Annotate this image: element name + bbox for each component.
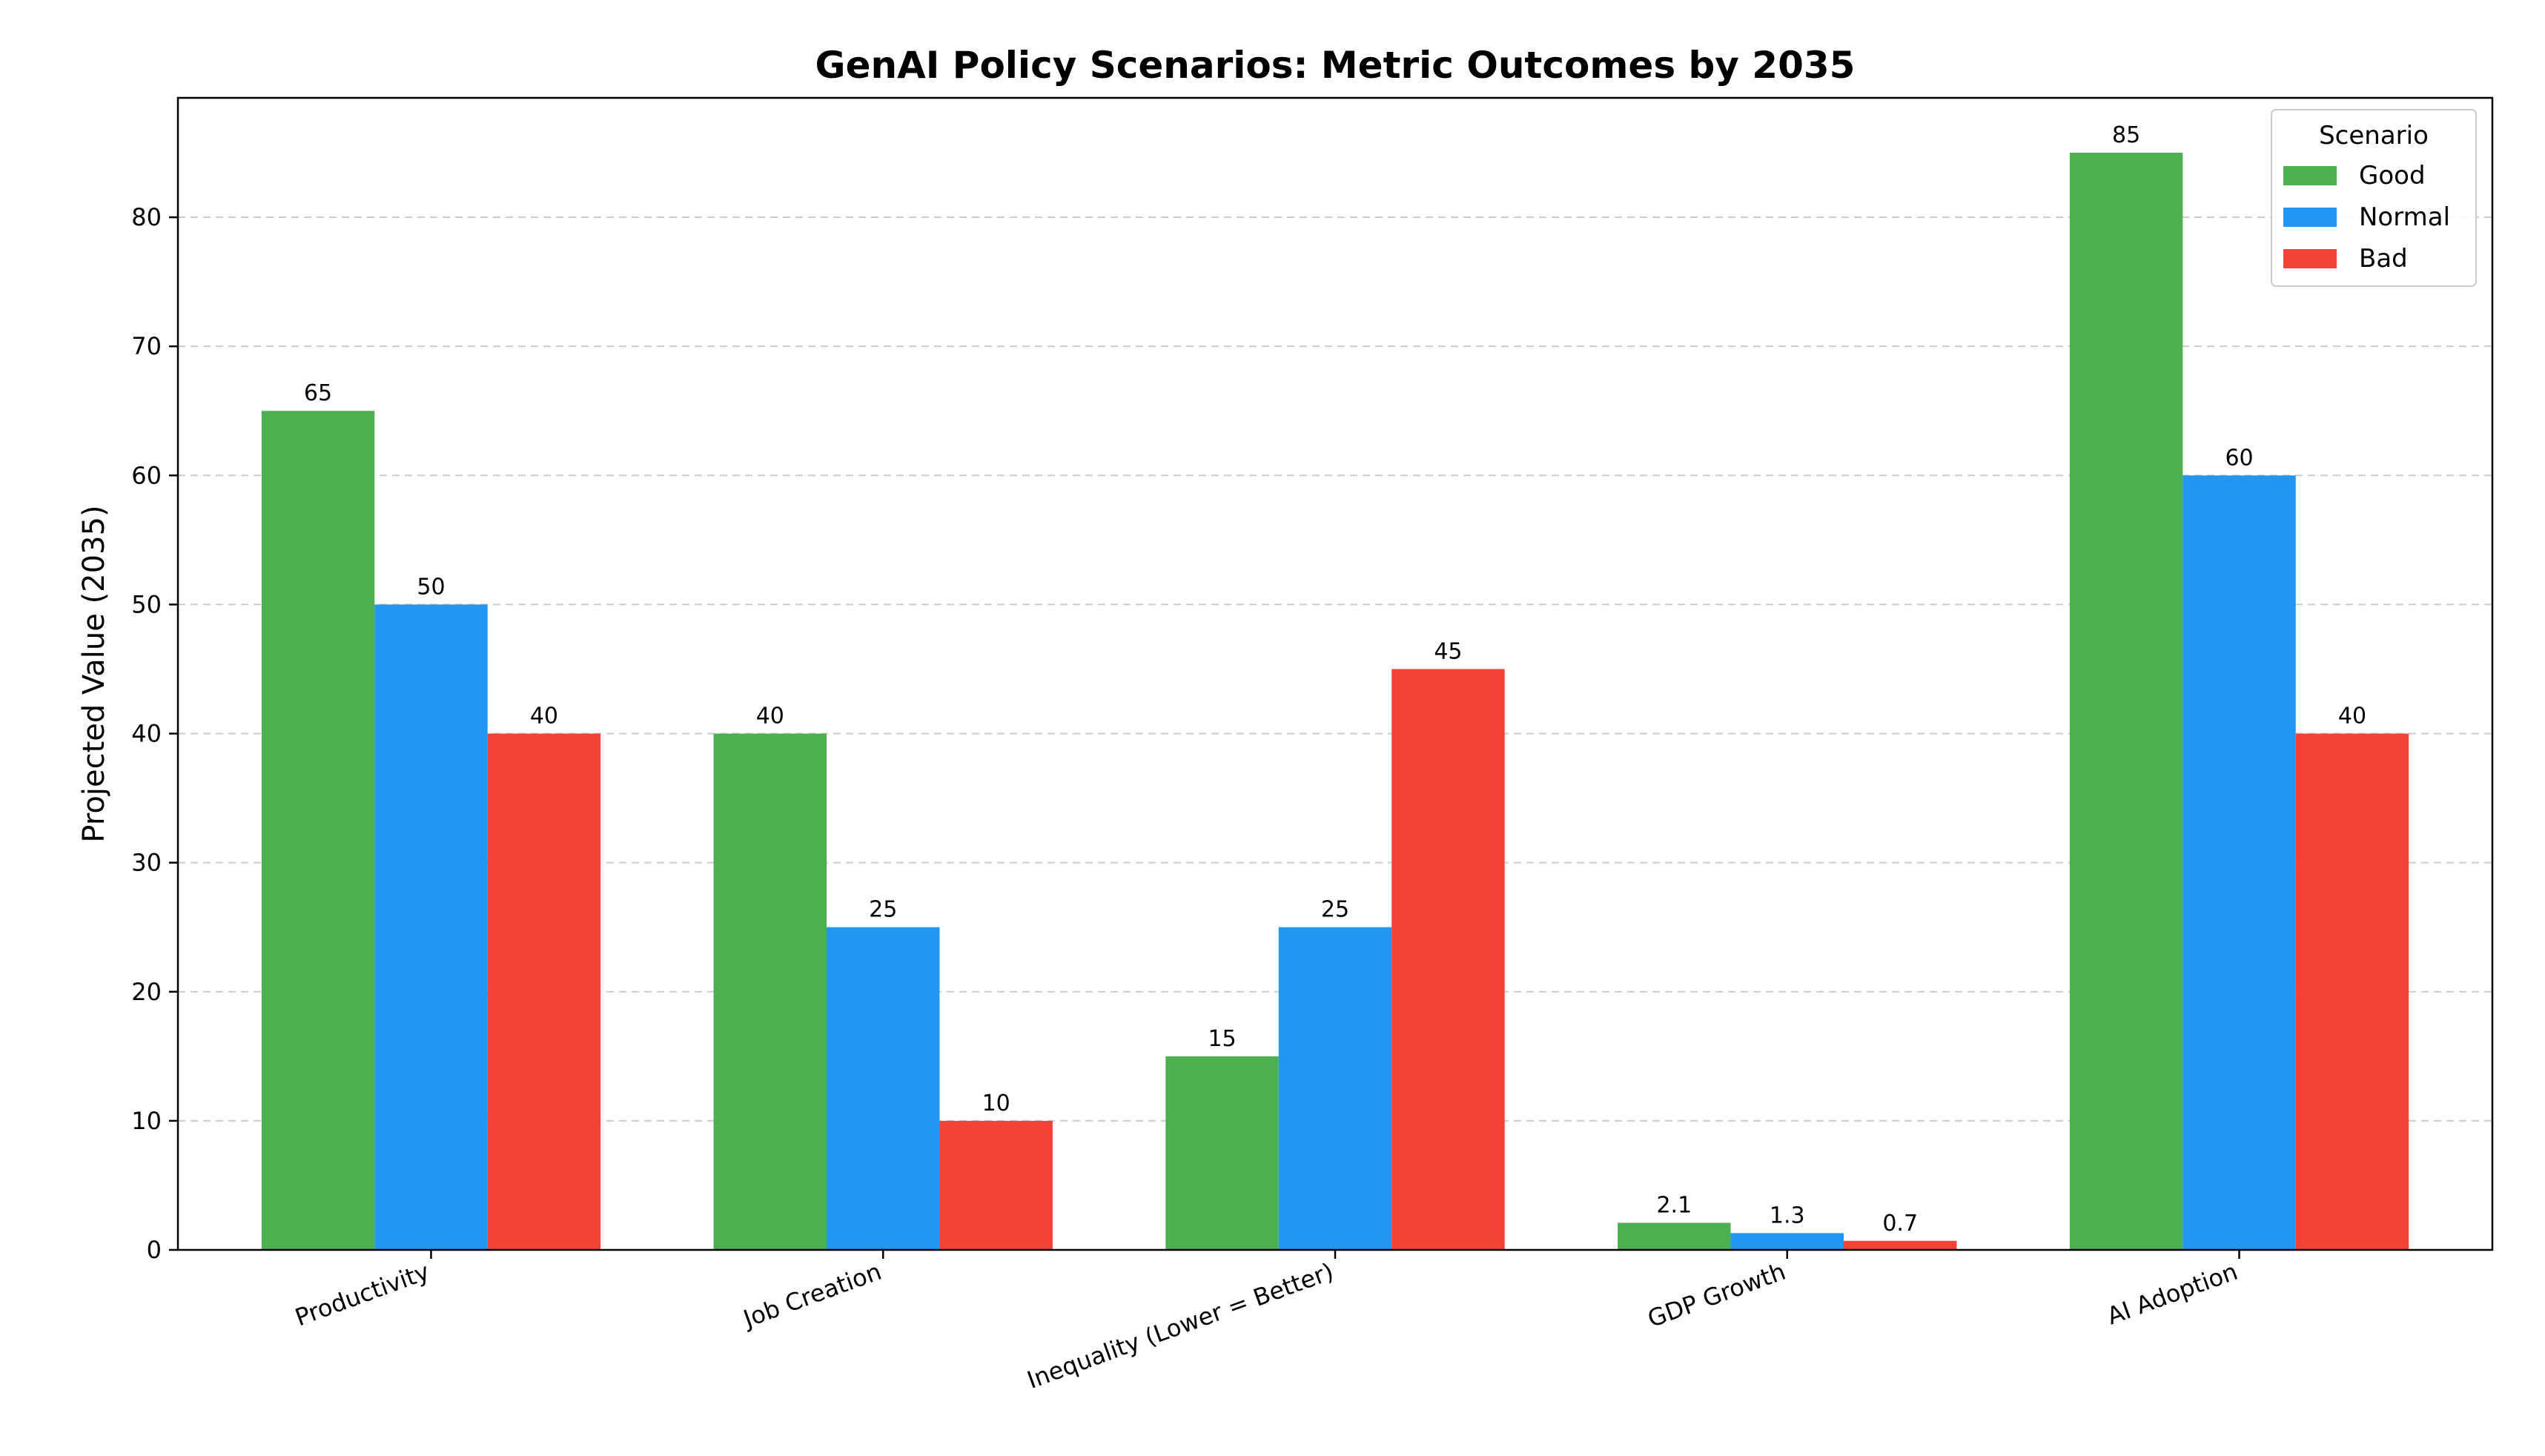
bar-good — [713, 733, 827, 1250]
bar-value-label: 85 — [2112, 122, 2140, 148]
bar-value-label: 45 — [1434, 638, 1462, 664]
y-tick-label: 40 — [131, 720, 162, 748]
legend-label-good: Good — [2359, 161, 2426, 191]
bar-bad — [1843, 1240, 1957, 1250]
y-tick-label: 70 — [131, 332, 162, 360]
bar-value-label: 10 — [982, 1091, 1010, 1116]
bar-normal — [2182, 475, 2296, 1250]
y-tick-label: 50 — [131, 590, 162, 618]
bar-normal — [1278, 927, 1392, 1250]
legend-box — [2271, 109, 2477, 287]
bar-value-label: 60 — [2225, 445, 2253, 471]
bar-value-label: 40 — [2338, 704, 2366, 729]
bar-value-label: 0.7 — [1882, 1211, 1918, 1237]
bar-value-label: 2.1 — [1656, 1192, 1692, 1218]
bar-value-label: 25 — [1321, 897, 1349, 923]
bar-good — [1165, 1056, 1279, 1250]
legend-swatch-bad — [2283, 249, 2337, 268]
legend-label-bad: Bad — [2359, 244, 2408, 274]
legend-label-normal: Normal — [2359, 202, 2450, 232]
y-tick-label: 80 — [131, 203, 162, 231]
y-tick-label: 30 — [131, 849, 162, 877]
bar-bad — [939, 1120, 1053, 1250]
y-tick-label: 10 — [131, 1107, 162, 1135]
legend-swatch-normal — [2283, 208, 2337, 227]
chart-title: GenAI Policy Scenarios: Metric Outcomes … — [815, 44, 1856, 87]
bar-value-label: 25 — [869, 897, 897, 923]
bar-value-label: 40 — [756, 704, 784, 729]
bar-bad — [1391, 669, 1505, 1250]
legend-swatch-good — [2283, 166, 2337, 185]
bar-good — [261, 411, 375, 1250]
bar-value-label: 50 — [417, 574, 445, 600]
bar-normal — [1730, 1233, 1844, 1250]
bar-good — [1618, 1222, 1731, 1250]
y-tick-label: 0 — [147, 1236, 162, 1264]
bar-value-label: 1.3 — [1770, 1202, 1805, 1228]
bar-value-label: 15 — [1208, 1026, 1236, 1052]
y-tick-label: 20 — [131, 978, 162, 1006]
bar-value-label: 40 — [530, 704, 558, 729]
legend-title: Scenario — [2319, 121, 2429, 150]
y-tick-label: 60 — [131, 461, 162, 489]
bar-normal — [374, 604, 488, 1250]
y-axis-title: Projected Value (2035) — [77, 505, 111, 842]
bar-bad — [487, 733, 601, 1250]
bars — [261, 153, 2409, 1250]
data-labels: 65 40 15 2.1 85 50 25 25 1.3 60 40 10 45 0.7 40 — [304, 122, 2366, 1237]
bar-good — [2069, 153, 2183, 1250]
bar-bad — [2295, 733, 2409, 1250]
bar-value-label: 65 — [304, 380, 332, 406]
bar-normal — [827, 927, 940, 1250]
legend: Scenario Good Normal Bad — [2271, 109, 2477, 287]
y-axis: 0 10 20 30 40 50 60 70 80 — [131, 203, 178, 1264]
